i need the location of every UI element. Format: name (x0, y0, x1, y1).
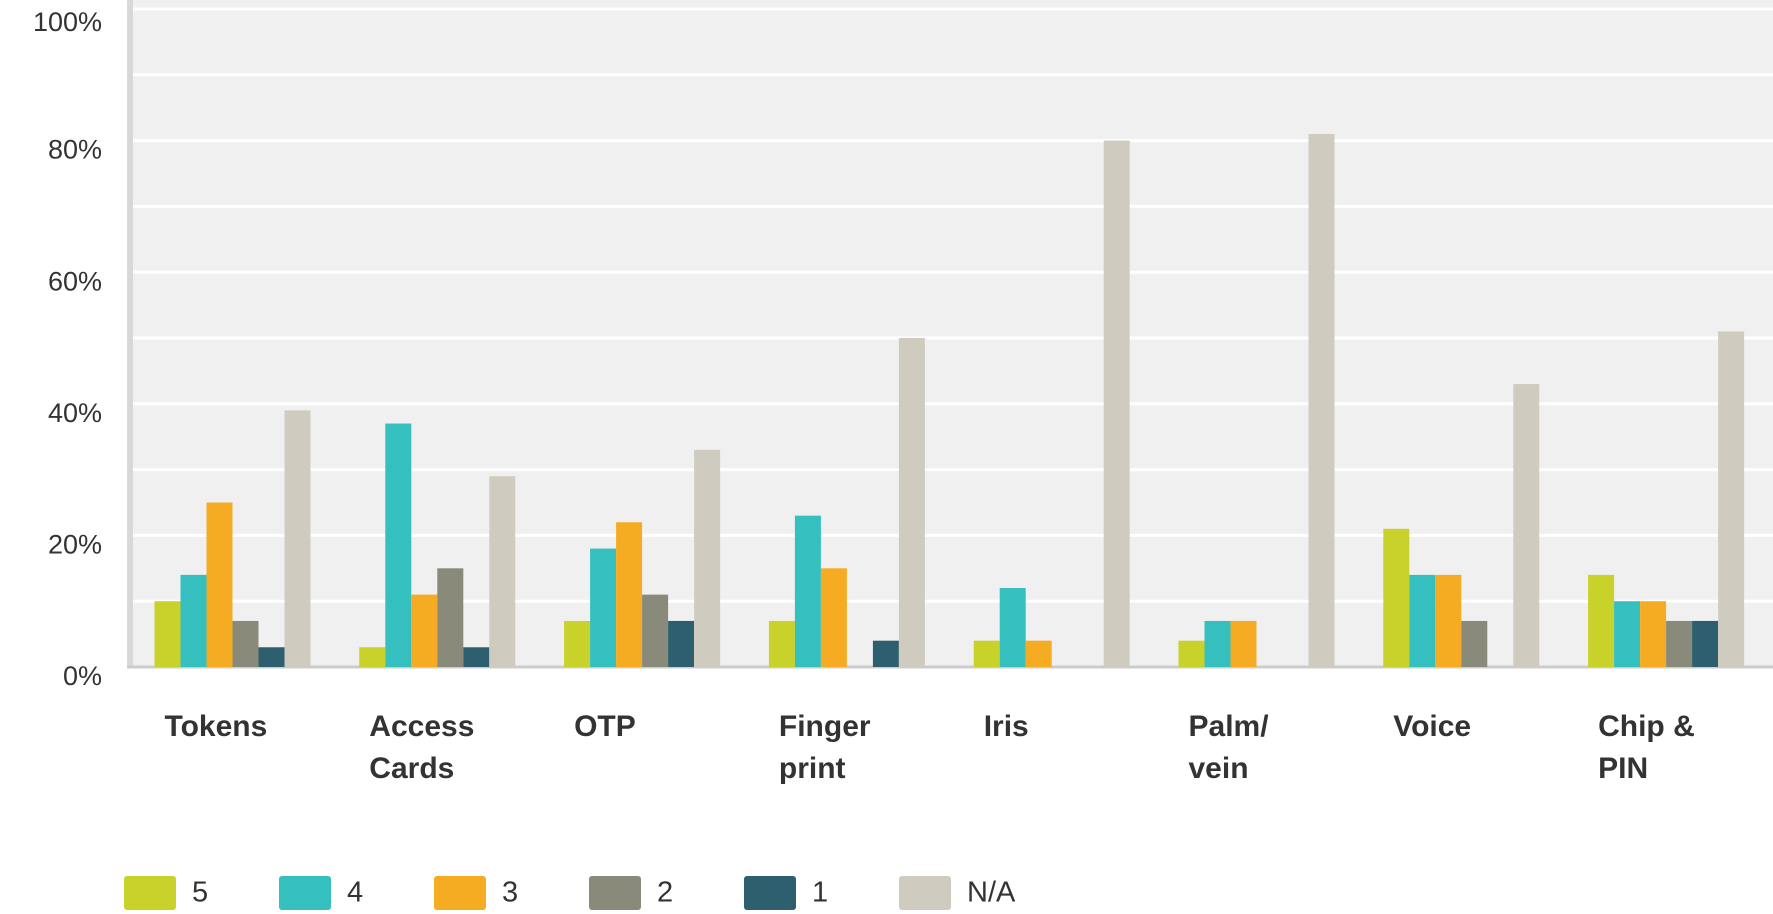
bar (668, 620, 695, 667)
bar (411, 594, 438, 667)
x-tick-label: Finger print (779, 710, 871, 785)
y-tick-label: 80% (48, 135, 102, 165)
y-tick-label: 20% (48, 530, 102, 560)
legend-label: N/A (967, 877, 1016, 909)
bar (590, 548, 617, 667)
x-tick-label: Voice (1393, 710, 1471, 743)
legend-label: 4 (347, 877, 363, 909)
x-tick-label: Tokens (165, 710, 268, 743)
bar (973, 640, 1000, 667)
bar (1513, 384, 1540, 667)
bar (206, 502, 233, 667)
bar (385, 423, 412, 667)
bar (180, 574, 207, 667)
x-tick-label: OTP (574, 710, 636, 743)
bar (1383, 528, 1410, 667)
legend-swatch (434, 876, 486, 910)
bar (1692, 620, 1719, 667)
bar (1666, 620, 1693, 667)
bar (1308, 134, 1335, 667)
bar (258, 647, 285, 667)
bar (232, 620, 259, 667)
x-tick-label: Palm/vein (1189, 710, 1270, 785)
bar (1718, 331, 1745, 667)
x-tick-label: Chip & PIN (1598, 710, 1695, 785)
bar (1025, 640, 1052, 667)
y-tick-label: 0% (63, 661, 102, 691)
bar (437, 568, 464, 667)
bar (1178, 640, 1205, 667)
y-tick-label: 40% (48, 398, 102, 428)
legend-label: 3 (502, 877, 518, 909)
bar (489, 476, 516, 667)
bar (616, 522, 643, 667)
bar (999, 588, 1026, 667)
bar (1435, 574, 1462, 667)
bar (284, 410, 311, 667)
legend-label: 2 (657, 877, 673, 909)
bar (872, 640, 899, 667)
bar (1409, 574, 1436, 667)
x-tick-label: Iris (984, 710, 1029, 743)
legend-label: 1 (812, 877, 828, 909)
bar (1588, 574, 1615, 667)
legend-swatch (589, 876, 641, 910)
bar (694, 449, 721, 667)
bar (154, 601, 181, 667)
bar (1103, 140, 1130, 668)
bar (820, 568, 847, 667)
bar (794, 515, 821, 667)
legend-swatch (744, 876, 796, 910)
legend-label: 5 (192, 877, 208, 909)
bar (1614, 601, 1641, 667)
legend-swatch (899, 876, 951, 910)
bar (564, 620, 591, 667)
legend-swatch (279, 876, 331, 910)
y-tick-label: 60% (48, 266, 102, 296)
bar (642, 594, 669, 667)
bar (1461, 620, 1488, 667)
bar (359, 647, 386, 667)
bar (463, 647, 490, 667)
legend-swatch (124, 876, 176, 910)
bar (768, 620, 795, 667)
bar (1230, 620, 1257, 667)
x-tick-label: Access Cards (369, 710, 474, 785)
bar (898, 338, 925, 667)
bar (1640, 601, 1667, 667)
y-tick-label: 100% (33, 7, 102, 37)
bar (1204, 620, 1231, 667)
